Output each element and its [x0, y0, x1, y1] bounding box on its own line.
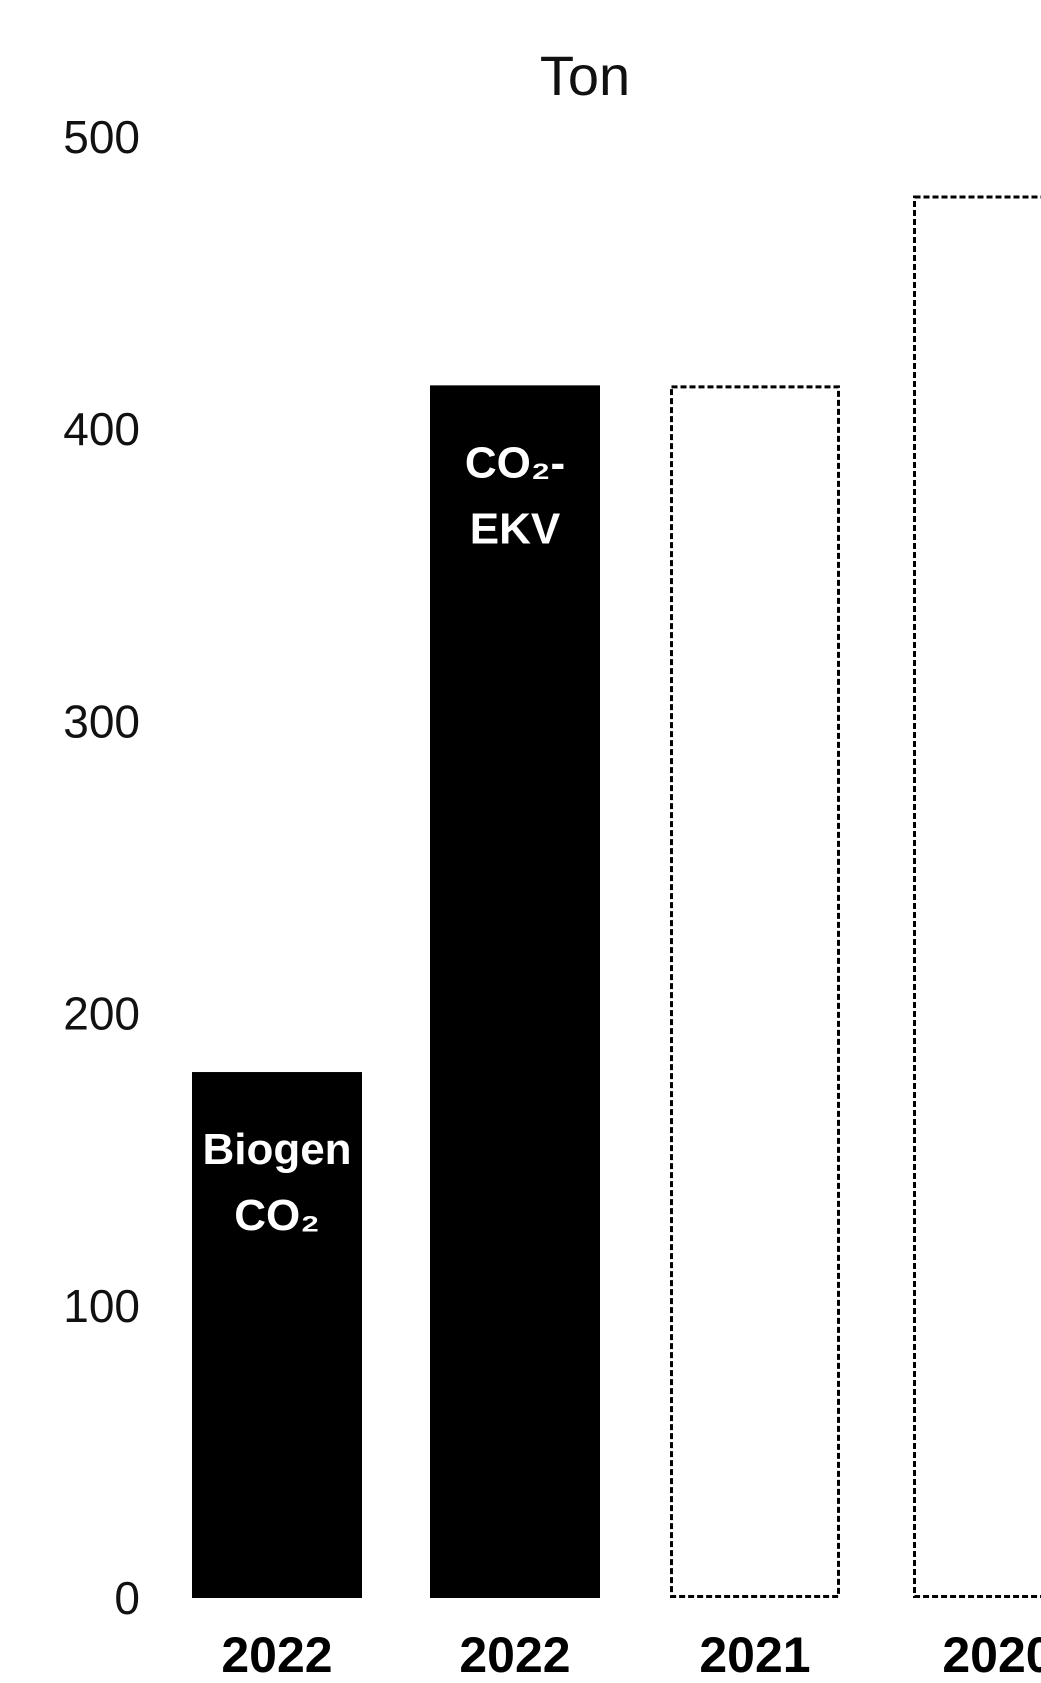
bar [670, 385, 840, 1598]
y-tick-label: 200 [63, 988, 140, 1040]
y-tick-label: 100 [63, 1280, 140, 1332]
y-tick-label: 0 [114, 1572, 140, 1624]
x-tick-label: 2020 [942, 1627, 1041, 1683]
x-axis-ticks: 2022 2022 2021 2020 [221, 1627, 1041, 1683]
y-tick-label: 500 [63, 111, 140, 163]
bar-label: CO₂- [465, 438, 565, 487]
unit-label: Ton [540, 44, 630, 107]
x-tick-label: 2022 [459, 1627, 570, 1683]
bar [430, 385, 600, 1598]
bar-label: EKV [470, 504, 561, 553]
bars-group: Biogen CO₂ CO₂- EKV [192, 195, 1041, 1599]
bar-label: CO₂ [234, 1191, 320, 1240]
y-tick-label: 400 [63, 403, 140, 455]
x-tick-label: 2021 [699, 1627, 810, 1683]
bar [192, 1072, 362, 1598]
x-tick-label: 2022 [221, 1627, 332, 1683]
bar-label: Biogen [202, 1125, 351, 1174]
y-axis-ticks: 0 100 200 300 400 500 [63, 111, 140, 1624]
bar [913, 195, 1041, 1599]
y-tick-label: 300 [63, 695, 140, 747]
